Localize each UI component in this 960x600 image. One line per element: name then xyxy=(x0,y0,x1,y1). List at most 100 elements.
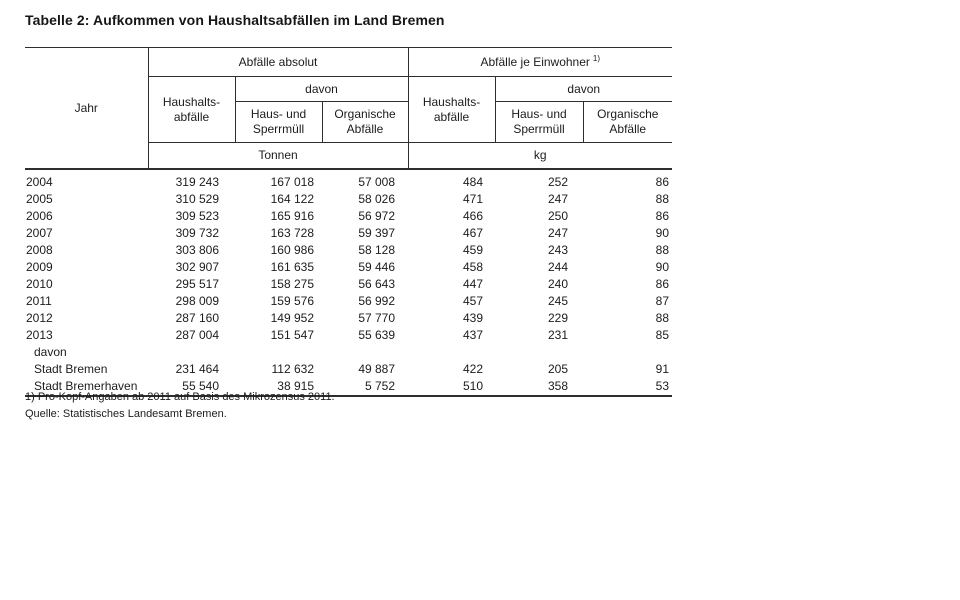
footnote-line: 1) Pro-Kopf-Angaben ab 2011 auf Basis de… xyxy=(25,391,335,403)
col-header-haushaltsabfaelle-absolut: Haushalts- abfälle xyxy=(147,76,236,143)
row-label: 2008 xyxy=(26,243,53,257)
row-label: 2011 xyxy=(26,294,52,308)
cell-value: 439 xyxy=(462,311,484,325)
col-group-je-einwohner: Abfälle je Einwohner 1) xyxy=(407,47,673,77)
source-line: Quelle: Statistisches Landesamt Bremen. xyxy=(25,408,227,420)
cell-value xyxy=(148,344,235,361)
page-title: Tabelle 2: Aufkommen von Haushaltsabfäll… xyxy=(25,12,445,28)
row-label: Stadt Bremen xyxy=(34,362,108,376)
col-header-davon-absolut: davon xyxy=(234,76,409,102)
cell-value: 5 752 xyxy=(322,378,409,397)
col-group-absolut: Abfälle absolut xyxy=(147,47,409,77)
cell-value: 231 xyxy=(547,328,569,342)
cell-value: 85 xyxy=(655,328,670,342)
cell-value: 149 952 xyxy=(270,311,314,325)
col-group-je-einwohner-label: Abfälle je Einwohner xyxy=(480,54,590,69)
row-label: davon xyxy=(34,345,67,359)
cell-value: 303 806 xyxy=(175,243,219,257)
cell-value: 247 xyxy=(547,226,569,240)
cell-value: 484 xyxy=(462,175,484,189)
cell-value: 86 xyxy=(655,175,670,189)
cell-value xyxy=(408,344,495,361)
cell-value: 56 972 xyxy=(358,209,396,223)
cell-value: 38 915 xyxy=(235,378,322,397)
cell-value: 295 517 xyxy=(175,277,219,291)
cell-value: 243 xyxy=(547,243,569,257)
cell-value: 86 xyxy=(655,209,670,223)
cell-value: 240 xyxy=(547,277,569,291)
cell-value: 245 xyxy=(547,294,569,308)
row-label: 2005 xyxy=(26,192,53,206)
cell-value xyxy=(583,344,672,361)
cell-value: 88 xyxy=(655,243,670,257)
cell-value: 298 009 xyxy=(175,294,219,308)
cell-value: 250 xyxy=(547,209,569,223)
cell-value: 205 xyxy=(547,362,569,376)
cell-value: 310 529 xyxy=(175,192,219,206)
cell-value xyxy=(322,344,408,361)
table-row-2011: 2011 298 009 159 576 56 992 457 245 87 xyxy=(25,293,672,310)
cell-value: 59 446 xyxy=(358,260,396,274)
cell-value: 459 xyxy=(462,243,484,257)
cell-value: 510 xyxy=(408,378,496,397)
row-label: 2012 xyxy=(26,311,53,325)
table-row-2008: 2008 303 806 160 986 58 128 459 243 88 xyxy=(25,242,672,259)
cell-value: 112 632 xyxy=(271,362,315,376)
cell-value: 422 xyxy=(462,362,484,376)
table-row-2012: 2012 287 160 149 952 57 770 439 229 88 xyxy=(25,310,672,327)
cell-value: 252 xyxy=(547,175,569,189)
cell-value: 87 xyxy=(655,294,670,308)
cell-value: 58 128 xyxy=(358,243,396,257)
col-header-jahr: Jahr xyxy=(25,47,149,170)
cell-value: 88 xyxy=(655,311,670,325)
row-label: 2013 xyxy=(26,328,53,342)
cell-value: 56 643 xyxy=(358,277,396,291)
cell-value: 57 008 xyxy=(358,175,396,189)
cell-value: 167 018 xyxy=(270,175,314,189)
table-row-2010: 2010 295 517 158 275 56 643 447 240 86 xyxy=(25,276,672,293)
cell-value: 88 xyxy=(655,192,670,206)
cell-value: 287 160 xyxy=(175,311,219,325)
col-group-absolut-label: Abfälle absolut xyxy=(238,54,318,69)
cell-value: 247 xyxy=(547,192,569,206)
table-row-davon: davon xyxy=(25,344,672,361)
cell-value: 53 xyxy=(583,378,673,397)
cell-value: 309 523 xyxy=(175,209,219,223)
cell-value: 231 464 xyxy=(175,362,219,376)
row-label: 2004 xyxy=(26,175,53,189)
cell-value: 151 547 xyxy=(270,328,314,342)
table-row-2004: 2004 319 243 167 018 57 008 484 252 86 xyxy=(25,169,672,191)
cell-value: 437 xyxy=(462,328,484,342)
cell-value: 86 xyxy=(655,277,670,291)
row-label: Stadt Bremerhaven xyxy=(25,378,148,397)
cell-value: 467 xyxy=(462,226,484,240)
cell-value: 57 770 xyxy=(358,311,396,325)
cell-value: 56 992 xyxy=(358,294,396,308)
cell-value: 158 275 xyxy=(270,277,314,291)
cell-value xyxy=(495,344,583,361)
footnotes: 1) Pro-Kopf-Angaben ab 2011 auf Basis de… xyxy=(25,389,335,423)
cell-value: 458 xyxy=(462,260,484,274)
row-label: 2007 xyxy=(26,226,53,240)
col-header-haus-sperrmuell-je-einwohner: Haus- und Sperrmüll xyxy=(494,101,584,143)
table-row-2007: 2007 309 732 163 728 59 397 467 247 90 xyxy=(25,225,672,242)
cell-value: 447 xyxy=(462,277,484,291)
table-row-2009: 2009 302 907 161 635 59 446 458 244 90 xyxy=(25,259,672,276)
table-row-2005: 2005 310 529 164 122 58 026 471 247 88 xyxy=(25,191,672,208)
cell-value: 59 397 xyxy=(358,226,396,240)
cell-value: 49 887 xyxy=(358,362,396,376)
col-header-haus-sperrmuell-absolut: Haus- und Sperrmüll xyxy=(234,101,323,143)
cell-value: 302 907 xyxy=(175,260,219,274)
table-row-stadt-bremerhaven: Stadt Bremerhaven 55 540 38 915 5 752 51… xyxy=(25,378,673,397)
cell-value: 161 635 xyxy=(270,260,314,274)
cell-value: 90 xyxy=(655,260,670,274)
cell-value: 91 xyxy=(655,362,670,376)
cell-value: 309 732 xyxy=(175,226,219,240)
cell-value: 466 xyxy=(462,209,484,223)
row-label: 2009 xyxy=(26,260,53,274)
cell-value: 287 004 xyxy=(175,328,219,342)
table-row-stadt-bremen: Stadt Bremen 231 464 112 632 49 887 422 … xyxy=(25,361,672,378)
unit-tonnen: Tonnen xyxy=(147,142,409,170)
unit-kg: kg xyxy=(407,142,673,170)
